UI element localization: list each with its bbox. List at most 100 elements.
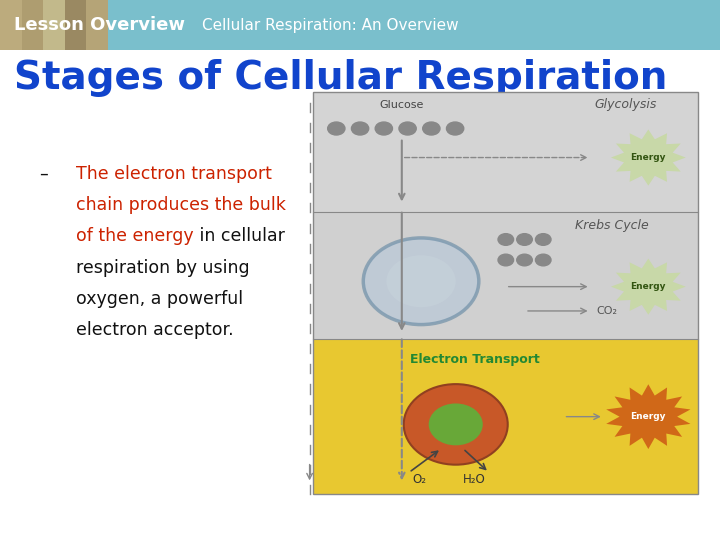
Polygon shape (606, 384, 690, 449)
Polygon shape (611, 130, 685, 186)
Bar (452, 0, 460, 50)
Bar (528, 0, 536, 50)
Bar (697, 0, 705, 50)
Bar (521, 0, 528, 50)
Bar (131, 0, 139, 50)
Bar (253, 0, 261, 50)
Bar (222, 0, 230, 50)
Bar (575, 0, 582, 50)
Circle shape (498, 234, 513, 245)
Bar (269, 0, 276, 50)
Bar (399, 0, 406, 50)
Text: Cellular Respiration: An Overview: Cellular Respiration: An Overview (202, 18, 458, 32)
Bar (383, 0, 391, 50)
Circle shape (375, 122, 392, 135)
Circle shape (351, 122, 369, 135)
Bar (467, 0, 475, 50)
Polygon shape (611, 259, 685, 315)
Bar (230, 0, 238, 50)
Bar (138, 0, 146, 50)
Text: Lesson Overview: Lesson Overview (14, 16, 186, 34)
Text: Glucose: Glucose (379, 100, 424, 110)
Bar (590, 0, 598, 50)
Bar (86, 0, 108, 50)
Bar (460, 0, 467, 50)
Bar (22, 0, 43, 50)
Bar (43, 0, 65, 50)
Bar (116, 0, 123, 50)
Circle shape (387, 255, 456, 307)
Circle shape (446, 122, 464, 135)
Bar (582, 0, 590, 50)
Bar (177, 0, 184, 50)
Circle shape (536, 234, 551, 245)
Circle shape (423, 122, 440, 135)
Circle shape (328, 122, 345, 135)
Bar (323, 0, 330, 50)
Bar (414, 0, 422, 50)
Circle shape (536, 254, 551, 266)
Bar (361, 0, 368, 50)
Bar (682, 0, 690, 50)
Text: –: – (40, 165, 48, 183)
Text: The electron transport: The electron transport (76, 165, 271, 183)
Bar (215, 0, 222, 50)
Bar (621, 0, 628, 50)
Bar (154, 0, 161, 50)
Bar (705, 0, 712, 50)
Text: O₂: O₂ (413, 473, 426, 486)
Bar (598, 0, 606, 50)
Text: Energy: Energy (631, 412, 666, 421)
Bar (659, 0, 667, 50)
Bar (422, 0, 429, 50)
Bar (330, 0, 338, 50)
Text: electron acceptor.: electron acceptor. (76, 321, 233, 339)
Bar (391, 0, 399, 50)
Bar (300, 0, 307, 50)
Text: Glycolysis: Glycolysis (595, 98, 657, 111)
Bar (161, 0, 169, 50)
Bar (0, 0, 720, 50)
Bar (651, 0, 659, 50)
Ellipse shape (428, 403, 483, 446)
Bar (406, 0, 414, 50)
Bar (313, 92, 698, 212)
Bar (674, 0, 682, 50)
Bar (490, 0, 498, 50)
Text: CO₂: CO₂ (596, 306, 617, 316)
Bar (238, 0, 246, 50)
Bar (544, 0, 552, 50)
Bar (307, 0, 315, 50)
Text: Electron Transport: Electron Transport (410, 353, 540, 366)
Bar (313, 339, 698, 494)
Bar (65, 0, 86, 50)
Bar (644, 0, 651, 50)
Bar (552, 0, 559, 50)
Circle shape (399, 122, 416, 135)
Bar (169, 0, 177, 50)
Bar (313, 92, 698, 494)
Bar (345, 0, 353, 50)
Bar (559, 0, 567, 50)
Ellipse shape (404, 384, 508, 465)
Bar (108, 0, 116, 50)
Bar (445, 0, 452, 50)
Bar (0, 0, 22, 50)
Text: Krebs Cycle: Krebs Cycle (575, 219, 649, 232)
Bar (246, 0, 253, 50)
Text: of the energy: of the energy (76, 227, 193, 245)
Bar (368, 0, 376, 50)
Text: oxygen, a powerful: oxygen, a powerful (76, 290, 243, 308)
Circle shape (364, 238, 479, 325)
Bar (628, 0, 636, 50)
Bar (353, 0, 361, 50)
Bar (690, 0, 697, 50)
Bar (292, 0, 300, 50)
Circle shape (498, 254, 513, 266)
Bar (483, 0, 490, 50)
Bar (338, 0, 345, 50)
Bar (376, 0, 383, 50)
Bar (146, 0, 154, 50)
Bar (513, 0, 521, 50)
Bar (276, 0, 284, 50)
